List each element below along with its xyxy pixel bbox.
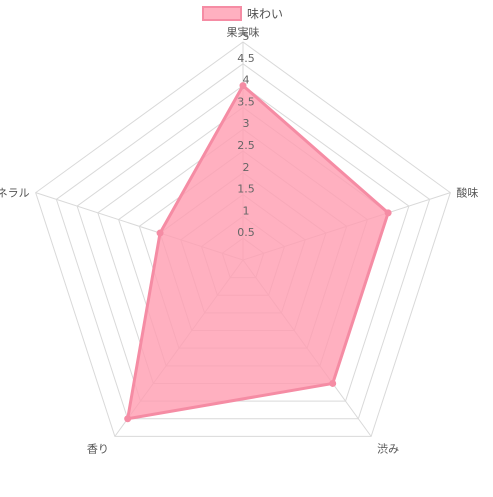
axis-label: 酸味 bbox=[456, 186, 478, 200]
grid-ring bbox=[35, 41, 451, 437]
radar-tick-labels: 0.5 1 1.5 2 2.5 3 3.5 4 4.5 5 bbox=[237, 30, 255, 239]
legend-label: 味わい bbox=[247, 7, 283, 21]
tick-label: 2.5 bbox=[237, 139, 255, 152]
axis-label: 渋み bbox=[377, 442, 399, 455]
series-area bbox=[125, 83, 390, 421]
tick-label: 4.5 bbox=[237, 52, 255, 65]
radar-series bbox=[124, 82, 392, 423]
data-point bbox=[239, 82, 247, 90]
legend[interactable]: 味わい bbox=[202, 6, 283, 21]
grid-ring bbox=[55, 63, 431, 420]
tick-label: 2 bbox=[243, 161, 250, 174]
data-point bbox=[384, 209, 392, 217]
tick-label: 4 bbox=[243, 74, 250, 87]
tick-label: 1 bbox=[243, 204, 250, 217]
data-point bbox=[156, 229, 164, 237]
grid-ring bbox=[76, 84, 410, 402]
legend-swatch bbox=[202, 6, 242, 21]
data-point bbox=[124, 415, 132, 423]
tick-label: 3 bbox=[243, 117, 250, 130]
axis-label: ミネラル bbox=[0, 187, 30, 200]
tick-label: 5 bbox=[243, 30, 250, 43]
tick-label: 0.5 bbox=[237, 226, 255, 239]
axis-label: 果実味 bbox=[227, 25, 260, 39]
tick-label: 3.5 bbox=[237, 95, 255, 108]
axis-label: 香り bbox=[87, 442, 109, 455]
data-point bbox=[329, 379, 337, 387]
tick-label: 1.5 bbox=[237, 183, 255, 196]
